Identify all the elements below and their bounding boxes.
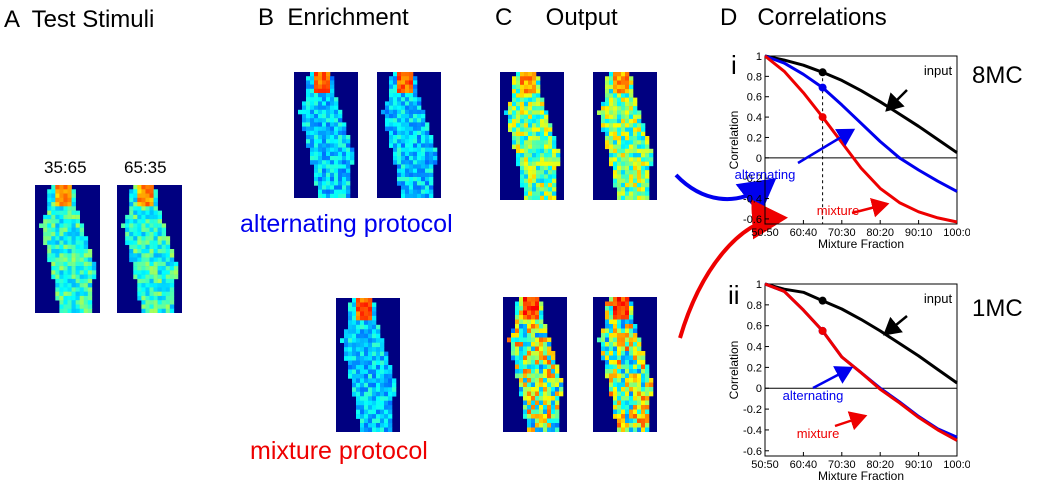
input-annotation-arrow [883,315,908,336]
x-tick-label: 60:40 [790,459,818,471]
x-tick-label: 80:20 [866,459,894,471]
y-tick-label: 0.8 [747,71,762,83]
y-tick-label: 0.2 [747,362,762,374]
marker-point-mixture [818,326,827,335]
enrichment-map-alternating-1 [294,72,358,198]
marker-point-alternating [818,83,827,92]
y-tick-label: 0.6 [747,92,762,104]
y-tick-label: -0.2 [743,173,762,185]
alternating-annotation-label: alternating [735,167,796,182]
x-tick-label: 100:0 [943,227,970,239]
mixture-annotation-arrow [834,411,868,431]
panel-a-title: A Test Stimuli [4,6,155,33]
y-tick-label: 0.6 [747,321,762,333]
marker-point-mixture [818,113,827,122]
marker-point-input [818,296,827,305]
stimulus-label-left: 35:65 [44,158,87,177]
y-tick-label: 1 [756,279,762,291]
y-tick-label: 1 [756,51,762,63]
x-tick-label: 80:20 [866,227,894,239]
y-tick-label: 0.4 [747,112,762,124]
input-annotation-arrow [885,89,908,112]
series-line-alternating [764,282,958,439]
alternating-annotation-arrow [812,366,854,390]
series-line-mixture [764,282,958,442]
enrichment-map-alternating-2 [377,72,441,198]
x-tick-label: 70:30 [828,227,856,239]
stimulus-map-35-65 [35,185,100,313]
y-tick-label: 0 [756,153,762,165]
mixture-annotation-label: mixture [817,203,860,218]
series-line-input [764,282,958,385]
alternating-annotation-arrow [797,128,856,165]
mixture-annotation-label: mixture [797,426,840,441]
chart-i-condition: 8MC [972,62,1023,89]
y-tick-label: -0.6 [743,214,762,226]
y-axis-label: Correlation [727,341,741,400]
y-tick-label: 0 [756,383,762,395]
correlation-chart-1mc: 1 0.8 0.6 0.4 0.2 0 -0.2 -0.4 -0.650:50 60:40 70:3… [727,279,970,483]
chart-i-label: i [731,50,737,80]
y-axis-label: Correlation [727,111,741,170]
stimulus-map-65-35 [117,185,182,313]
y-tick-label: -0.4 [743,194,762,206]
series-line-mixture [764,54,958,224]
y-tick-label: 0.8 [747,300,762,312]
panel-d-title: D Correlations [720,4,887,31]
alternating-connector-arrow [674,173,777,216]
y-tick-label: -0.6 [743,446,762,458]
x-axis-label: Mixture Fraction [818,237,904,251]
y-tick-label: -0.4 [743,425,762,437]
x-tick-label: 70:30 [828,459,856,471]
x-tick-label: 100:0 [943,459,970,471]
input-annotation-label: input [924,63,953,78]
output-map-mixture-2 [593,297,657,432]
x-tick-label: 50:50 [751,227,779,239]
x-tick-label: 90:10 [905,227,933,239]
y-tick-label: -0.2 [743,404,762,416]
panel-c-title: C Output [495,4,618,31]
plot-frame [764,283,958,457]
plot-frame [764,55,958,225]
y-tick-label: 0.2 [747,132,762,144]
mixture-connector-arrow [678,199,788,339]
chart-ii-condition: 1MC [972,295,1023,322]
correlation-chart-8mc: 1 0.8 0.6 0.4 0.2 0 -0.2 -0.4 -0.650:50 60:40 70:3… [727,51,970,251]
enrichment-map-mixture [336,298,400,432]
y-tick-label: 0.4 [747,342,762,354]
series-line-alternating [764,54,958,193]
series-line-input [764,54,958,154]
marker-point-input [818,68,827,77]
mixture-protocol-label: mixture protocol [250,437,428,465]
mixture-annotation-arrow [851,198,890,218]
input-annotation-label: input [924,291,953,306]
output-map-alternating-2 [593,72,657,200]
chart-ii-label: ii [728,280,740,310]
x-tick-label: 60:40 [790,227,818,239]
alternating-protocol-label: alternating protocol [240,210,453,238]
x-tick-label: 50:50 [751,459,779,471]
x-axis-label: Mixture Fraction [818,469,904,483]
output-map-alternating-1 [500,72,564,200]
output-map-mixture-1 [503,297,567,432]
stimulus-label-right: 65:35 [124,158,167,177]
alternating-annotation-label: alternating [783,388,844,403]
x-tick-label: 90:10 [905,459,933,471]
panel-b-title: B Enrichment [258,4,409,31]
